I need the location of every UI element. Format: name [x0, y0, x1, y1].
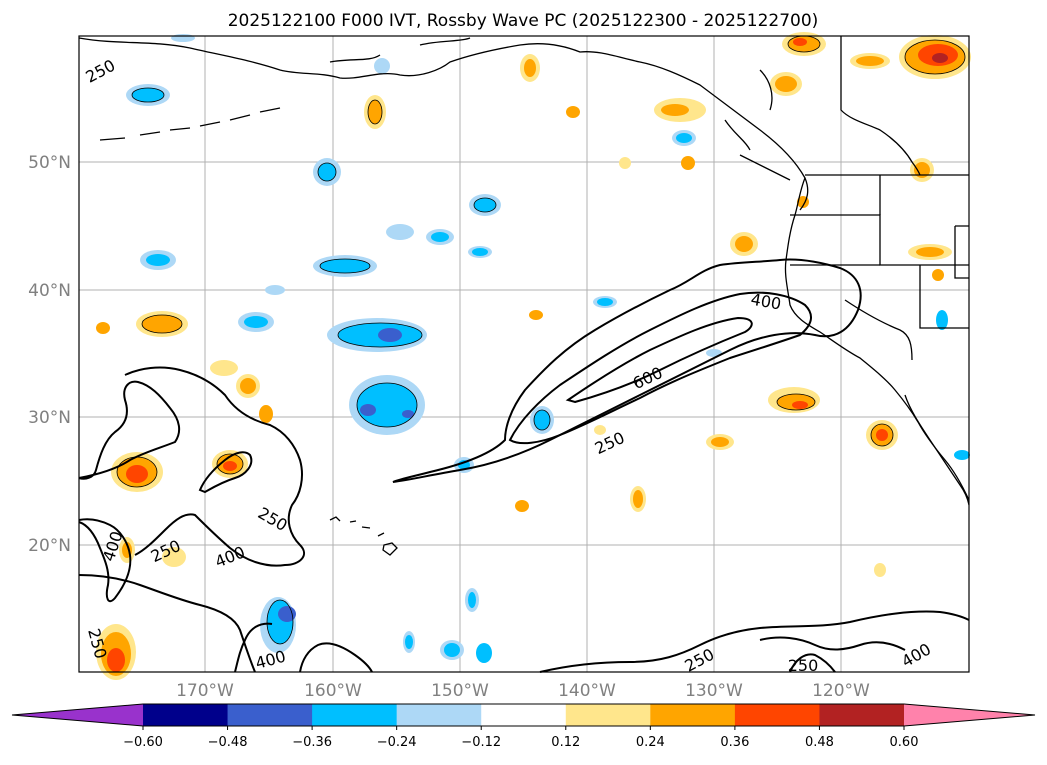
colorbar-tick-label: 0.36 [720, 735, 749, 750]
lon-label: 120°W [812, 681, 870, 701]
positive-anomaly-patch [515, 500, 529, 512]
negative-anomaly-patch [405, 635, 413, 649]
lat-label: 50°N [28, 153, 71, 173]
positive-anomaly-patch [142, 315, 182, 333]
negative-anomaly-patch [472, 248, 488, 256]
lon-label: 140°W [558, 681, 616, 701]
positive-anomaly-patch [223, 461, 237, 471]
positive-anomaly-patch [661, 104, 689, 116]
colorbar-segment [565, 704, 651, 726]
positive-anomaly-patch [916, 247, 944, 257]
longitude-labels: 170°W 160°W 150°W 140°W 130°W 120°W [176, 681, 870, 701]
negative-anomaly-patch [476, 643, 492, 663]
negative-anomaly-patch [954, 450, 970, 460]
positive-anomaly-patch [96, 322, 110, 334]
lon-label: 150°W [431, 681, 489, 701]
positive-anomaly-patch [566, 106, 580, 118]
colorbar-segment [481, 704, 567, 726]
map-frame [78, 35, 970, 673]
colorbar-tick-label: 0.24 [636, 735, 665, 750]
negative-anomaly-patch [265, 285, 285, 295]
negative-anomaly-patch [318, 163, 336, 181]
positive-anomaly-patch [932, 269, 944, 281]
negative-anomaly-patch [374, 58, 390, 74]
colorbar-segment [650, 704, 736, 726]
positive-anomaly-patch [792, 401, 808, 409]
positive-anomaly-patch [681, 156, 695, 170]
negative-anomaly-patch [320, 259, 370, 273]
negative-anomaly-patch [171, 34, 195, 42]
lon-label: 130°W [685, 681, 743, 701]
positive-anomaly-patch [368, 100, 382, 124]
negative-anomaly-patch [431, 232, 449, 242]
lat-label: 30°N [28, 408, 71, 428]
coastlines [78, 36, 970, 556]
negative-anomaly-patch [444, 643, 460, 657]
colorbar-extend-max [904, 704, 1035, 726]
positive-anomaly-patch [932, 53, 948, 63]
negative-anomaly-patch [534, 410, 550, 430]
positive-anomaly-patch [210, 360, 238, 376]
map-background [79, 36, 969, 672]
positive-anomaly-patch [594, 425, 606, 435]
negative-anomaly-patch [386, 224, 414, 240]
colorbar-tick-label: 0.60 [890, 735, 919, 750]
positive-anomaly-patch [775, 76, 797, 92]
lon-label: 160°W [304, 681, 362, 701]
positive-anomaly-patch [914, 162, 930, 178]
negative-anomaly-patch [360, 404, 376, 416]
negative-anomaly-patch [357, 383, 417, 427]
positive-anomaly-patch [633, 490, 643, 508]
positive-anomaly-patch [735, 236, 753, 252]
lat-label: 40°N [28, 281, 71, 301]
positive-anomaly-patch [793, 38, 807, 46]
negative-anomaly-patch [676, 133, 692, 143]
contour-label: 250 [788, 656, 819, 675]
positive-anomaly-patch [126, 465, 148, 483]
colorbar-segment [143, 704, 229, 726]
positive-anomaly-patch [240, 378, 256, 394]
positive-anomaly-patch [874, 563, 886, 577]
positive-anomaly-patch [524, 59, 536, 77]
negative-anomaly-patch [474, 198, 496, 212]
negative-anomaly-patch [146, 254, 170, 266]
colorbar-segment [312, 704, 398, 726]
colorbar-tick-label: −0.36 [292, 735, 332, 750]
map-title: 2025122100 F000 IVT, Rossby Wave PC (202… [228, 11, 819, 31]
colorbar-segment [227, 704, 313, 726]
positive-anomaly-patch [107, 648, 125, 672]
positive-anomaly-patch [619, 157, 631, 169]
latitude-labels: 50°N 40°N 30°N 20°N [28, 153, 71, 556]
colorbar-segment [819, 704, 905, 726]
negative-anomaly-patch [468, 592, 476, 608]
colorbar-tick-label: 0.12 [551, 735, 580, 750]
positive-anomaly-patch [856, 56, 884, 66]
negative-anomaly-patch [597, 298, 613, 306]
ivt-contours [78, 258, 970, 673]
negative-anomaly-patch [402, 410, 414, 418]
colorbar-tick-label: 0.48 [805, 735, 834, 750]
colorbar-tick-label: −0.24 [377, 735, 417, 750]
colorbar-tick-label: −0.60 [123, 735, 163, 750]
pc-outline-contours [116, 35, 966, 645]
positive-anomaly-patch [529, 310, 543, 320]
negative-anomaly-patch [936, 310, 948, 330]
negative-anomaly-patch [278, 606, 296, 622]
colorbar-extend-min [12, 704, 143, 726]
colorbar-segment [396, 704, 482, 726]
positive-anomaly-patch [711, 437, 729, 447]
lon-label: 170°W [176, 681, 234, 701]
colorbar: −0.60 −0.48 −0.36 −0.24 −0.12 0.12 0.24 0.36 0.4… [11, 703, 1036, 750]
positive-anomaly-patch [162, 547, 186, 567]
positive-anomaly-patch [259, 405, 273, 423]
negative-anomaly-patch [378, 328, 402, 342]
lat-label: 20°N [28, 536, 71, 556]
positive-anomaly-patch [876, 429, 888, 441]
colorbar-segment [734, 704, 820, 726]
negative-anomaly-patch [132, 88, 164, 102]
negative-anomaly-patch [244, 316, 268, 328]
colorbar-tick-label: −0.12 [461, 735, 501, 750]
colorbar-tick-label: −0.48 [208, 735, 248, 750]
